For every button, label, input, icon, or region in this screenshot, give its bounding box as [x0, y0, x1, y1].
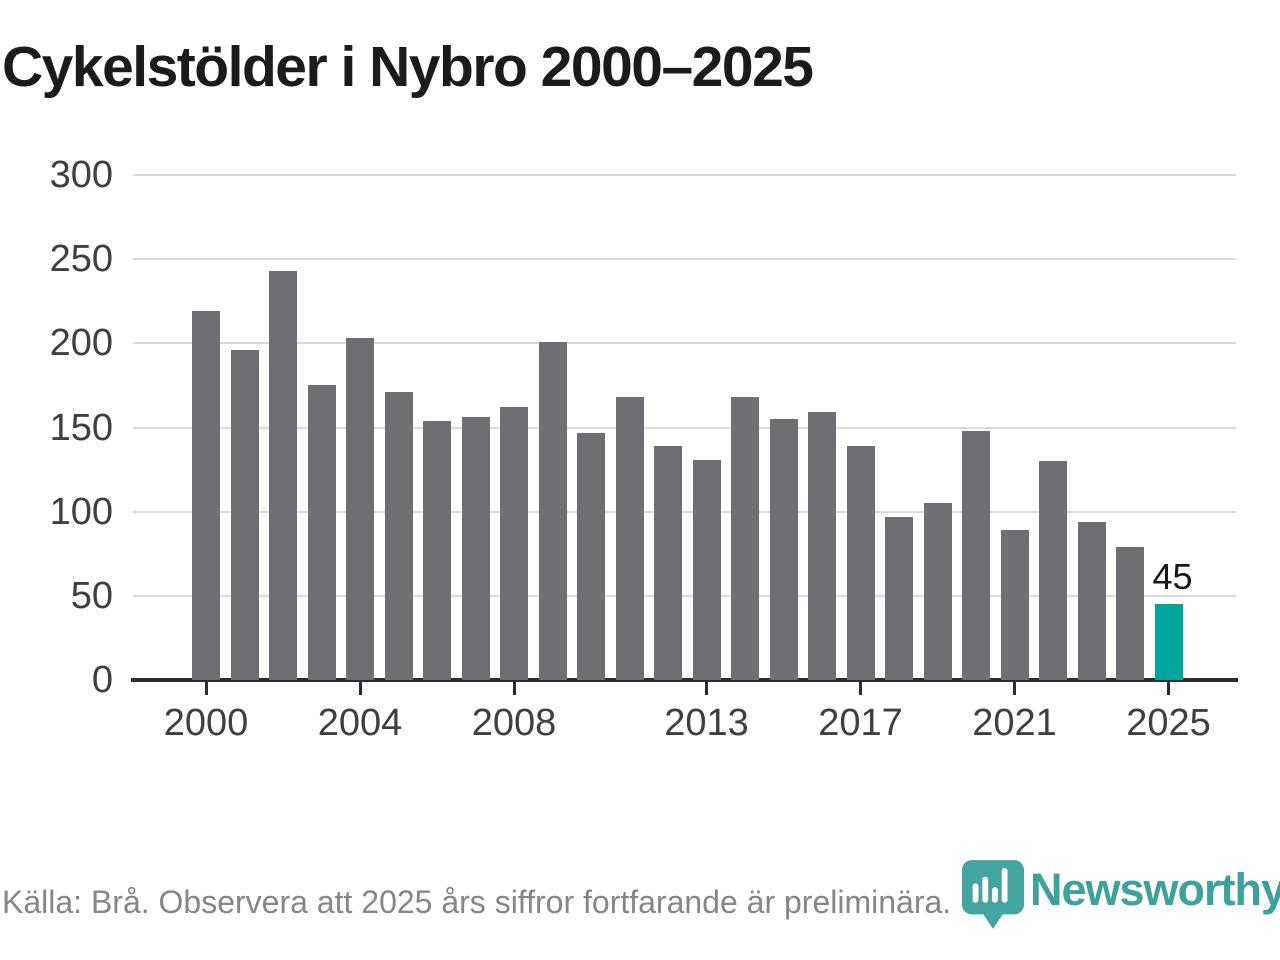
x-axis-label-2004: 2004: [317, 702, 403, 744]
x-axis-tick-2017: [859, 682, 862, 695]
bar-2002: [269, 271, 297, 680]
bar-2016: [808, 412, 836, 680]
bar-2018: [885, 516, 913, 680]
x-axis-tick-2008: [512, 682, 516, 695]
x-axis-label-2008: 2008: [471, 702, 557, 744]
x-axis-tick-2000: [204, 682, 208, 695]
bar-2020: [962, 430, 990, 680]
bar-2013: [692, 459, 721, 680]
bar-2009: [538, 341, 567, 680]
y-axis-label-150: 150: [49, 406, 113, 449]
bar-2001: [230, 350, 259, 680]
bar-2019: [923, 503, 952, 680]
x-axis-label-2025: 2025: [1126, 702, 1211, 744]
bar-2007: [461, 417, 490, 680]
y-axis-label-0: 0: [91, 659, 113, 701]
y-axis-label-100: 100: [49, 490, 113, 533]
x-axis-tick-2013: [705, 682, 708, 695]
x-axis-label-2021: 2021: [972, 702, 1057, 744]
bar-2008: [500, 407, 528, 680]
x-axis-label-2017: 2017: [818, 702, 903, 744]
y-axis-label-250: 250: [49, 238, 113, 281]
y-axis-label-300: 300: [49, 154, 113, 197]
bar-2015: [769, 419, 798, 680]
chart-title: Cykelstölder i Nybro 2000–2025: [2, 35, 814, 99]
bar-2023: [1077, 521, 1106, 680]
x-axis-tick-2021: [1013, 682, 1016, 695]
newsworthy-pin-barchart-icon: [962, 860, 1024, 929]
newsworthy-logo: Newsworthy: [962, 858, 1280, 933]
gridline-250: [133, 258, 1236, 261]
bar-2003: [307, 385, 336, 680]
y-axis-label-200: 200: [49, 322, 113, 365]
gridline-300: [133, 174, 1236, 177]
x-axis-label-2000: 2000: [163, 702, 249, 744]
bar-2011: [615, 397, 644, 680]
newsworthy-wordmark: Newsworthy: [1030, 864, 1280, 915]
bar-value-label-2025: 45: [1152, 556, 1193, 598]
bar-2017: [846, 446, 875, 680]
bar-2004: [346, 338, 374, 680]
gridline-100: [133, 510, 1236, 513]
bar-2021: [1000, 530, 1029, 680]
gridline-200: [133, 342, 1236, 345]
gridline-150: [133, 426, 1236, 429]
x-axis-tick-2025: [1167, 682, 1170, 695]
bar-2025: [1154, 604, 1183, 680]
bar-2012: [654, 446, 682, 680]
bar-2006: [423, 420, 451, 680]
bar-2010: [577, 432, 605, 680]
x-axis-label-2013: 2013: [664, 702, 749, 744]
source-note: Källa: Brå. Observera att 2025 års siffr…: [2, 884, 952, 920]
x-axis-line: [131, 678, 1238, 682]
bar-2014: [731, 397, 759, 680]
bar-2024: [1116, 547, 1144, 680]
x-axis-tick-2004: [358, 682, 362, 695]
bar-2005: [384, 392, 413, 680]
gridline-50: [133, 594, 1236, 597]
bar-2000: [192, 311, 220, 680]
bar-2022: [1039, 461, 1067, 680]
y-axis-label-50: 50: [70, 574, 113, 617]
